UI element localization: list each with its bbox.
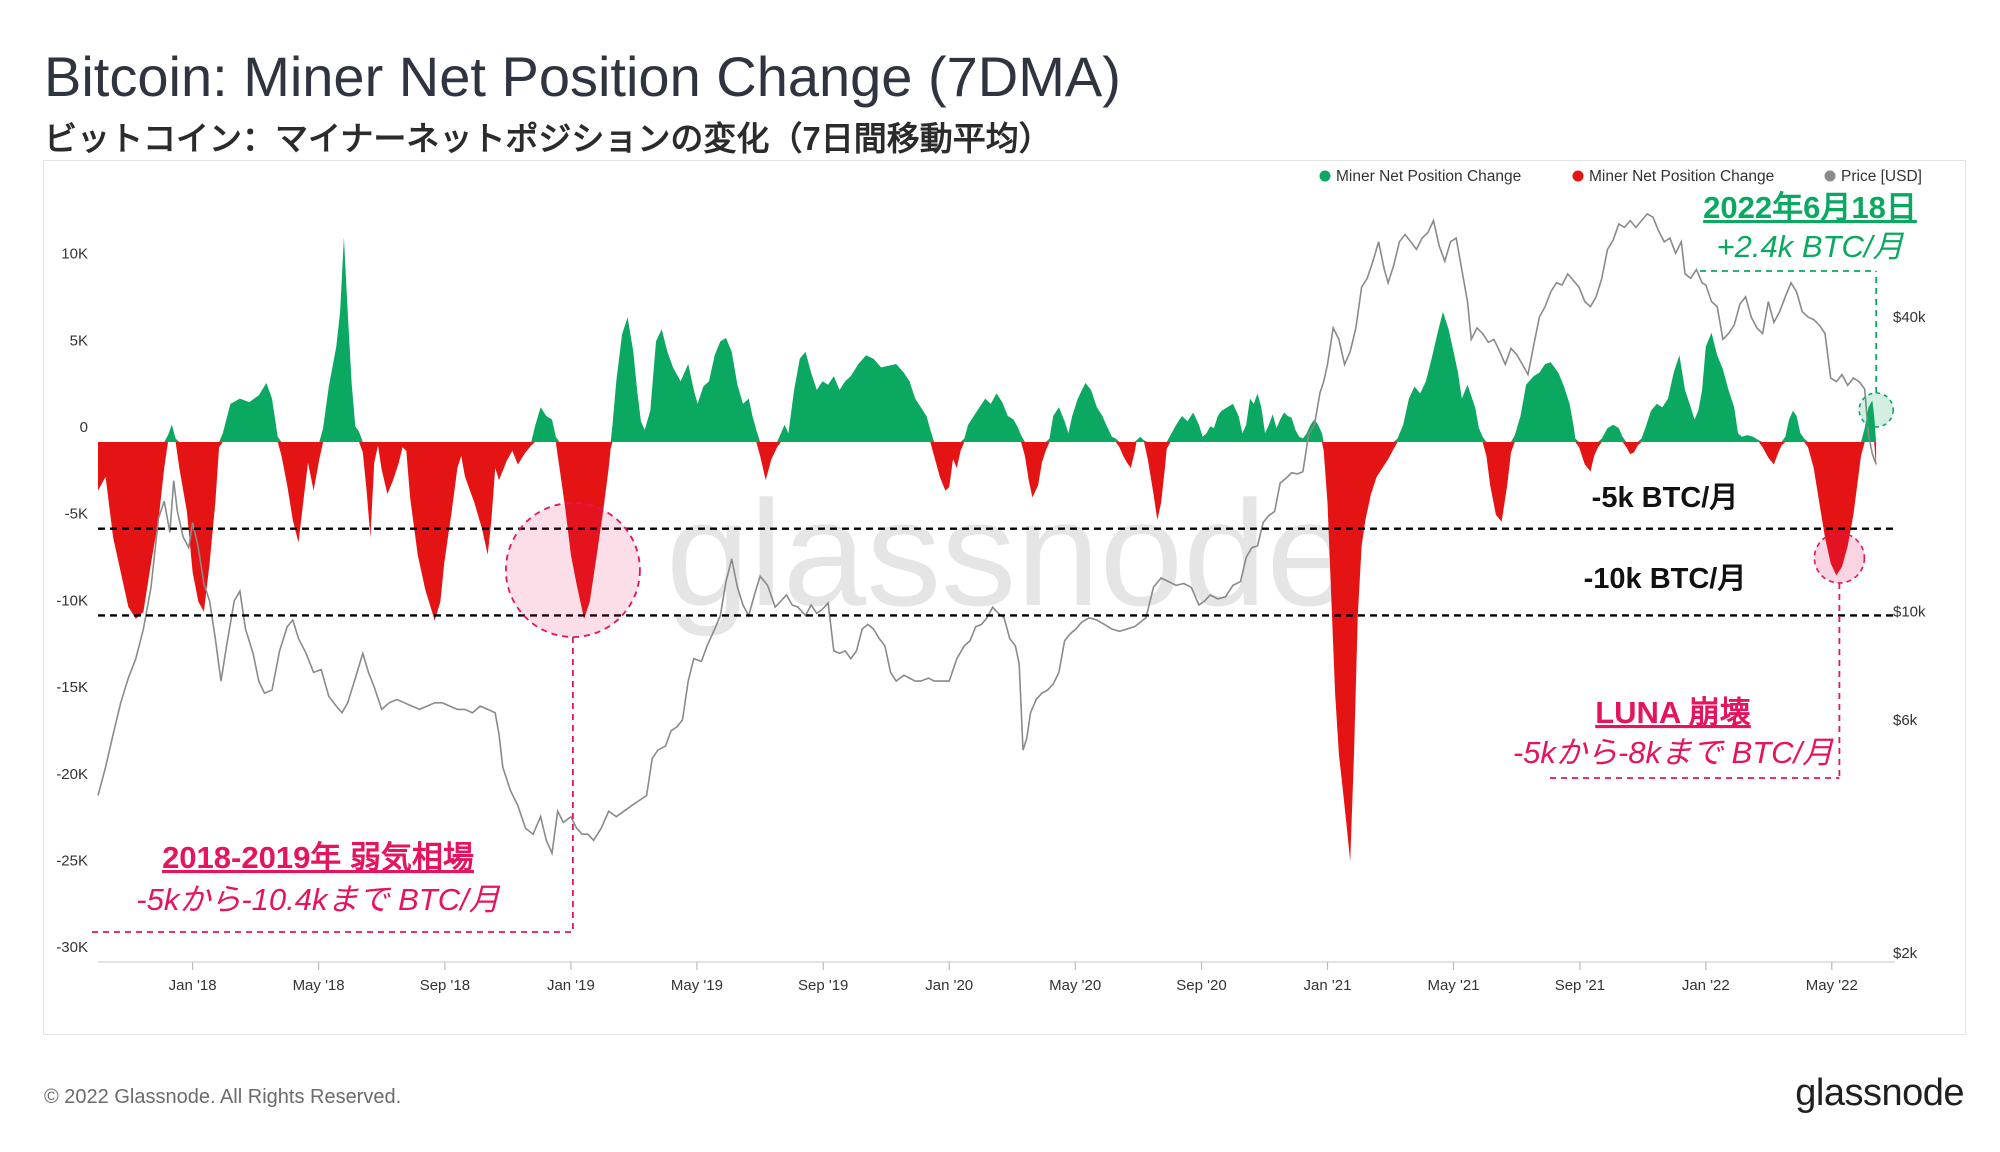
watermark: glassnode [666,469,1350,637]
y-left-tick-label: -20K [56,766,88,783]
x-tick-label: May '18 [293,977,345,994]
chart-frame [43,160,1966,1035]
legend-label: Miner Net Position Change [1336,168,1521,185]
luna-highlight-circle [1813,532,1866,584]
reference-lines: -5k BTC/月 -10k BTC/月 [98,482,1895,617]
y-left-tick-label: -5K [65,506,88,523]
legend-entry: Price [USD] [1824,168,1922,185]
legend-entry: Miner Net Position Change [1319,168,1521,185]
positive-series-area [98,237,1877,442]
legend-marker [1824,170,1836,182]
y-right-tick-label: $2k [1893,945,1918,962]
x-tick-label: Jan '21 [1304,977,1352,994]
y-left-tick-label: 0 [80,419,88,436]
legend-entry: Miner Net Position Change [1572,168,1774,185]
y-right-tick-label: $6k [1893,712,1918,729]
june-highlight-circle [1858,392,1894,428]
x-tick-label: Jan '22 [1682,977,1730,994]
x-tick-label: Sep '21 [1555,977,1605,994]
y-left-tick-label: 10K [61,246,88,263]
y-left-tick-label: -10K [56,592,88,609]
x-tick-label: Sep '19 [798,977,848,994]
footer-logo: glassnode [1795,1072,1964,1114]
luna-title: LUNA 崩壊 [1595,695,1751,730]
x-tick-label: May '22 [1806,977,1858,994]
bear-market-text: -5kから-10.4kまで BTC/月 [136,882,500,917]
x-tick-label: May '21 [1427,977,1479,994]
june-title: 2022年6月18日 [1703,190,1917,225]
y-left-tick-label: -25K [56,853,88,870]
chart-subtitle: ビットコイン：マイナーネットポジションの変化（7日間移動平均） [44,120,1052,157]
x-tick-label: Sep '18 [420,977,470,994]
price-series [97,212,1877,857]
legend-label: Price [USD] [1841,168,1922,185]
y-left-tick-label: 5K [70,332,88,349]
bear-market-title: 2018-2019年 弱気相場 [162,840,474,875]
x-tick-label: Jan '18 [169,977,217,994]
x-tick-label: May '20 [1049,977,1101,994]
x-tick-label: May '19 [671,977,723,994]
x-tick-label: Jan '19 [547,977,595,994]
legend: Miner Net Position Change Miner Net Posit… [1319,168,1922,185]
june-text: +2.4k BTC/月 [1717,229,1905,264]
y-right-tick-label: $40k [1893,309,1926,326]
x-tick-label: Sep '20 [1176,977,1226,994]
legend-marker [1572,170,1584,182]
x-tick-label: Jan '20 [925,977,973,994]
reference-line-label: -5k BTC/月 [1592,482,1739,514]
legend-marker [1319,170,1331,182]
footer-copyright: © 2022 Glassnode. All Rights Reserved. [44,1086,402,1108]
price-line [97,212,1877,857]
annotations: 2018-2019年 弱気相場 -5kから-10.4kまで BTC/月 LUNA 崩… [92,190,1917,933]
y-right-tick-label: $10k [1893,603,1926,620]
reference-line-label: -10k BTC/月 [1584,563,1747,595]
positive-area [98,237,1877,442]
luna-text: -5kから-8kまで BTC/月 [1513,735,1834,770]
chart-title: Bitcoin: Miner Net Position Change (7DMA… [44,45,1121,108]
axes: 10K 5K 0 -5K -10K -15K -20K -25K -30K $40k $10k $6k… [56,246,1926,994]
bear-market-highlight-circle [505,502,641,638]
legend-label: Miner Net Position Change [1589,168,1774,185]
y-left-tick-label: -30K [56,939,88,956]
y-left-tick-label: -15K [56,679,88,696]
